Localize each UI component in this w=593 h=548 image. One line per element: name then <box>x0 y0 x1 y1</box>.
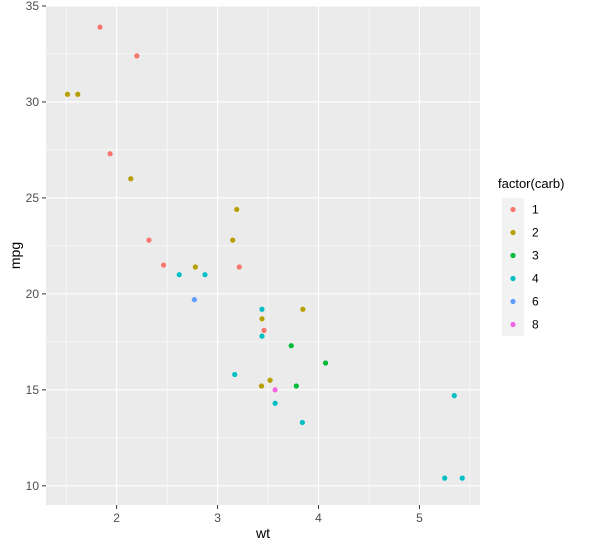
data-point <box>230 237 236 243</box>
legend-label: 1 <box>532 203 539 217</box>
y-tick-label: 15 <box>26 383 40 397</box>
x-tick-label: 2 <box>113 511 120 525</box>
legend-label: 8 <box>532 318 539 332</box>
legend-label: 3 <box>532 249 539 263</box>
data-point <box>272 400 278 406</box>
data-point <box>128 176 134 182</box>
data-point <box>236 264 242 270</box>
data-point <box>146 237 152 243</box>
legend-items: 1 2 3 4 6 8 <box>502 198 539 336</box>
plot-panel <box>46 6 480 505</box>
data-point <box>259 316 265 322</box>
y-axis-title: mpg <box>7 242 23 269</box>
x-axis-title: wt <box>255 525 270 541</box>
legend-label: 6 <box>532 295 539 309</box>
legend-key <box>510 206 516 213</box>
grid-lines <box>46 5 480 505</box>
data-points <box>64 24 465 481</box>
y-tick-label: 10 <box>26 479 40 493</box>
x-tick-label: 5 <box>416 511 423 525</box>
legend-key <box>510 321 516 328</box>
axis-ticks <box>42 5 420 509</box>
data-point <box>202 272 208 278</box>
data-point <box>75 91 81 97</box>
data-point <box>261 327 267 333</box>
legend-title: factor(carb) <box>498 176 564 191</box>
data-point <box>267 377 273 383</box>
y-tick-label: 30 <box>26 95 40 109</box>
data-point <box>259 333 265 339</box>
legend-key <box>510 298 516 305</box>
data-point <box>272 387 278 393</box>
x-tick-label: 4 <box>315 511 322 525</box>
legend-key-background <box>502 198 524 336</box>
data-point <box>234 206 240 213</box>
legend: factor(carb) 1 2 3 4 6 8 <box>498 176 564 336</box>
data-point <box>299 419 305 426</box>
data-point <box>459 475 465 481</box>
legend-label: 2 <box>532 226 539 240</box>
y-tick-label: 35 <box>26 0 40 13</box>
data-point <box>64 91 71 97</box>
tick-labels: 2 3 4 5 10 15 20 25 30 35 <box>26 0 423 525</box>
legend-key <box>510 252 516 259</box>
y-tick-label: 25 <box>26 191 40 205</box>
y-tick-label: 20 <box>26 287 40 301</box>
data-point <box>322 360 329 366</box>
x-tick-label: 3 <box>214 511 221 525</box>
data-point <box>259 306 265 312</box>
legend-key <box>510 275 516 282</box>
data-point <box>107 151 113 157</box>
data-point <box>192 264 198 270</box>
data-point <box>134 53 140 59</box>
data-point <box>97 24 103 30</box>
data-point <box>293 383 299 389</box>
data-point <box>258 383 265 389</box>
data-point <box>176 272 182 278</box>
data-point <box>288 343 294 349</box>
data-point <box>160 262 167 268</box>
data-point <box>442 475 448 481</box>
data-point <box>451 393 457 399</box>
legend-key <box>510 229 516 236</box>
data-point <box>232 371 238 378</box>
data-point <box>300 306 306 312</box>
legend-label: 4 <box>532 272 539 286</box>
data-point <box>191 297 197 303</box>
